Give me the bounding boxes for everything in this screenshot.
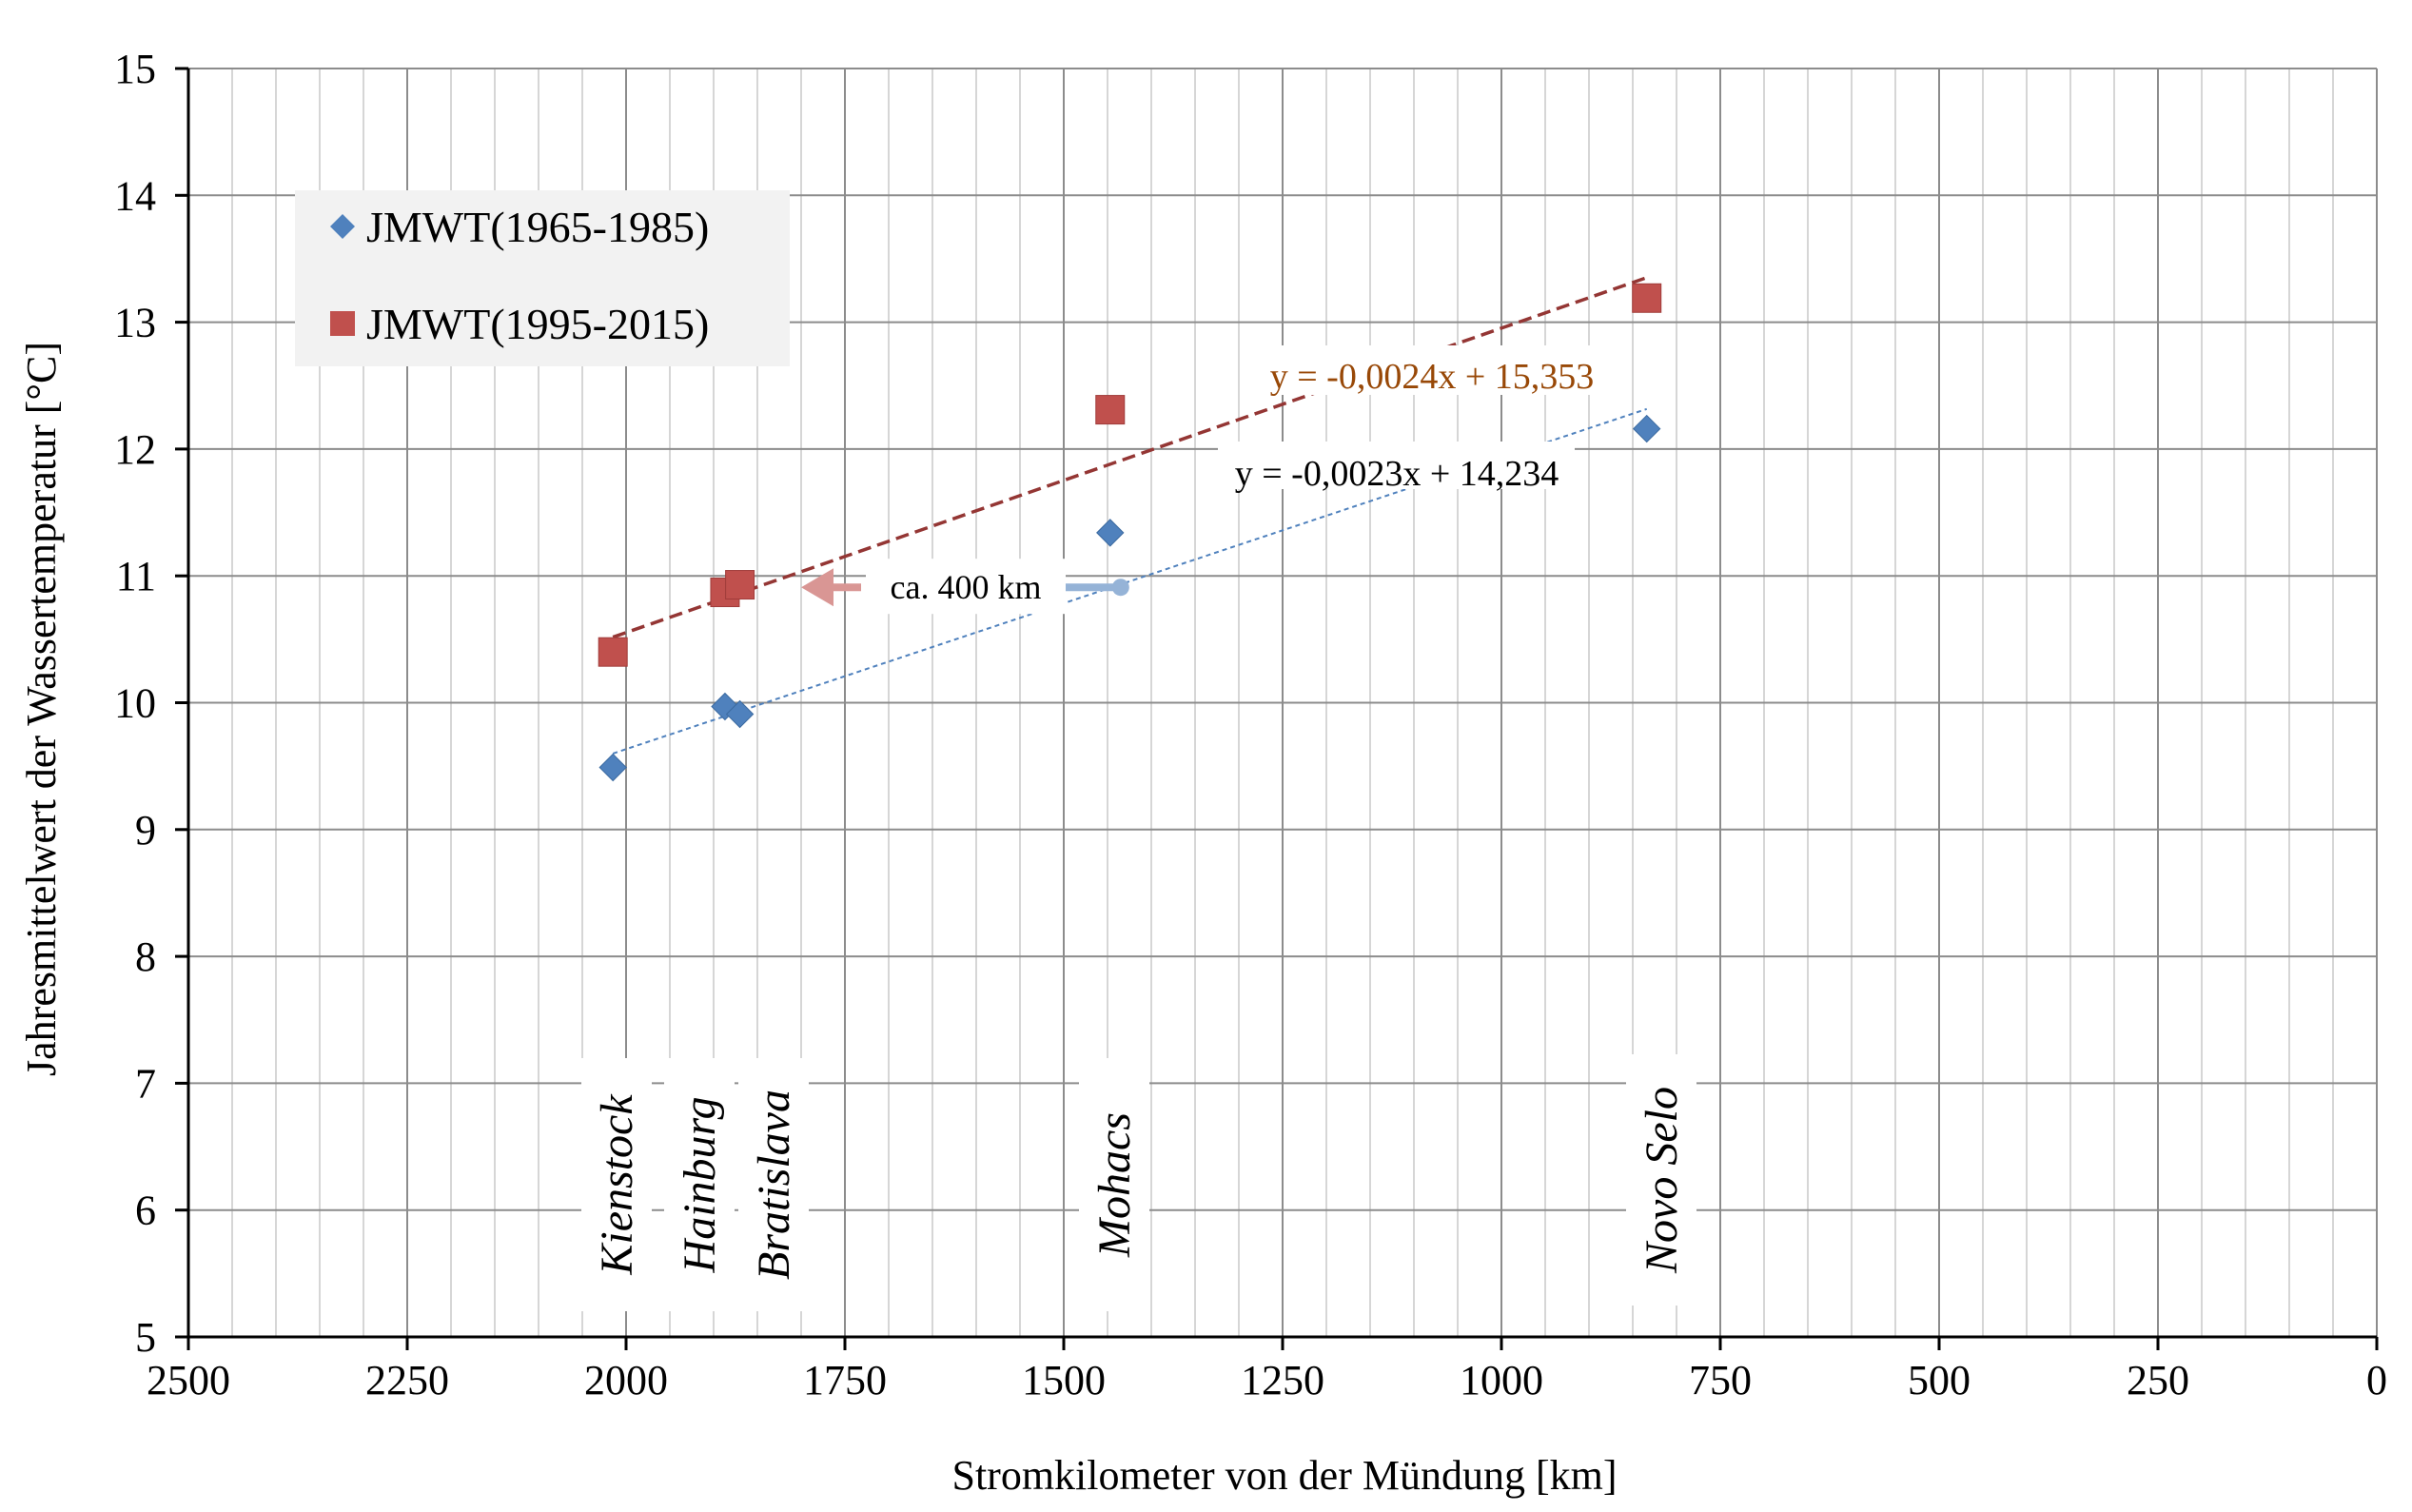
station-labels: Kienstock Hainburg Bratislava Mohacs Novo Se… (581, 1054, 1696, 1311)
x-tick-label: 2250 (365, 1357, 449, 1404)
station-label: Bratislava (749, 1090, 799, 1280)
x-axis-title: Stromkilometer von der Mündung [km] (951, 1452, 1617, 1499)
x-tick-label: 1000 (1460, 1357, 1543, 1404)
x-tick-label: 250 (2127, 1357, 2189, 1404)
trendline-equation: y = -0,0023x + 14,234 (1235, 454, 1559, 494)
x-tick-label: 1750 (803, 1357, 887, 1404)
y-axis-title: Jahresmittelwert der Wassertemperatur [°… (18, 342, 65, 1076)
x-tick-label: 1500 (1022, 1357, 1106, 1404)
x-tick-label: 2500 (147, 1357, 230, 1404)
station-label-box (1079, 1058, 1149, 1311)
annotation-label: ca. 400 km (891, 568, 1042, 606)
y-tick-label: 8 (135, 933, 156, 980)
legend-label: JMWT(1995-2015) (366, 300, 709, 348)
y-tick-label: 5 (135, 1314, 156, 1361)
station-label-box (1626, 1054, 1696, 1306)
x-tick-label: 500 (1908, 1357, 1971, 1404)
trendlines: y = -0,0023x + 14,234 y = -0,0024x + 15,3… (612, 276, 1648, 755)
station-label-box (738, 1058, 809, 1311)
legend-label: JMWT(1965-1985) (366, 203, 709, 251)
data-point-diamond (1096, 519, 1125, 547)
data-points (598, 283, 1662, 782)
trendline-equation: y = -0,0024x + 15,353 (1270, 357, 1595, 397)
annotation-arrow-start (1111, 579, 1129, 597)
x-axis-ticks: 2500 2250 2000 1750 1500 1250 1000 750 500 250 0 (147, 1337, 2387, 1404)
station-label: Hainburg (675, 1097, 725, 1274)
y-tick-label: 14 (114, 172, 156, 219)
station-label-box (581, 1058, 652, 1311)
x-tick-label: 0 (2366, 1357, 2387, 1404)
x-tick-label: 2000 (584, 1357, 668, 1404)
trendline-jmwt-1995-2015 (612, 276, 1648, 639)
data-point-square (725, 570, 755, 600)
data-point-diamond (1633, 414, 1661, 443)
data-point-square (1632, 283, 1662, 313)
y-tick-label: 10 (114, 680, 156, 727)
legend-marker-square (330, 311, 355, 336)
y-tick-label: 6 (135, 1188, 156, 1234)
station-label: Kienstock (592, 1093, 642, 1276)
annotation-label-box (866, 559, 1066, 615)
data-point-diamond (725, 699, 755, 729)
y-axis-ticks: 5 6 7 8 9 10 11 12 13 14 15 (114, 46, 188, 1361)
annotations: ca. 400 km (801, 559, 1129, 615)
y-tick-label: 13 (114, 300, 156, 346)
legend-box (295, 190, 790, 366)
data-point-diamond (598, 753, 627, 782)
station-label: Mohacs (1089, 1112, 1140, 1258)
y-tick-label: 11 (116, 553, 156, 599)
data-point-square (598, 637, 628, 667)
trendline-equation-box (1246, 345, 1618, 395)
trendline-equation-box (1218, 442, 1575, 489)
x-tick-label: 750 (1689, 1357, 1752, 1404)
legend-marker-diamond (330, 214, 355, 239)
data-point-square (1095, 395, 1126, 425)
station-label: Novo Selo (1637, 1087, 1687, 1274)
y-tick-label: 12 (114, 426, 156, 473)
legend: JMWT(1965-1985) JMWT(1995-2015) (295, 190, 790, 366)
y-tick-label: 7 (135, 1060, 156, 1107)
annotation-arrowhead (801, 568, 833, 607)
y-tick-label: 9 (135, 807, 156, 854)
station-label-box (664, 1058, 735, 1311)
x-tick-label: 1250 (1241, 1357, 1324, 1404)
y-tick-label: 15 (114, 46, 156, 92)
